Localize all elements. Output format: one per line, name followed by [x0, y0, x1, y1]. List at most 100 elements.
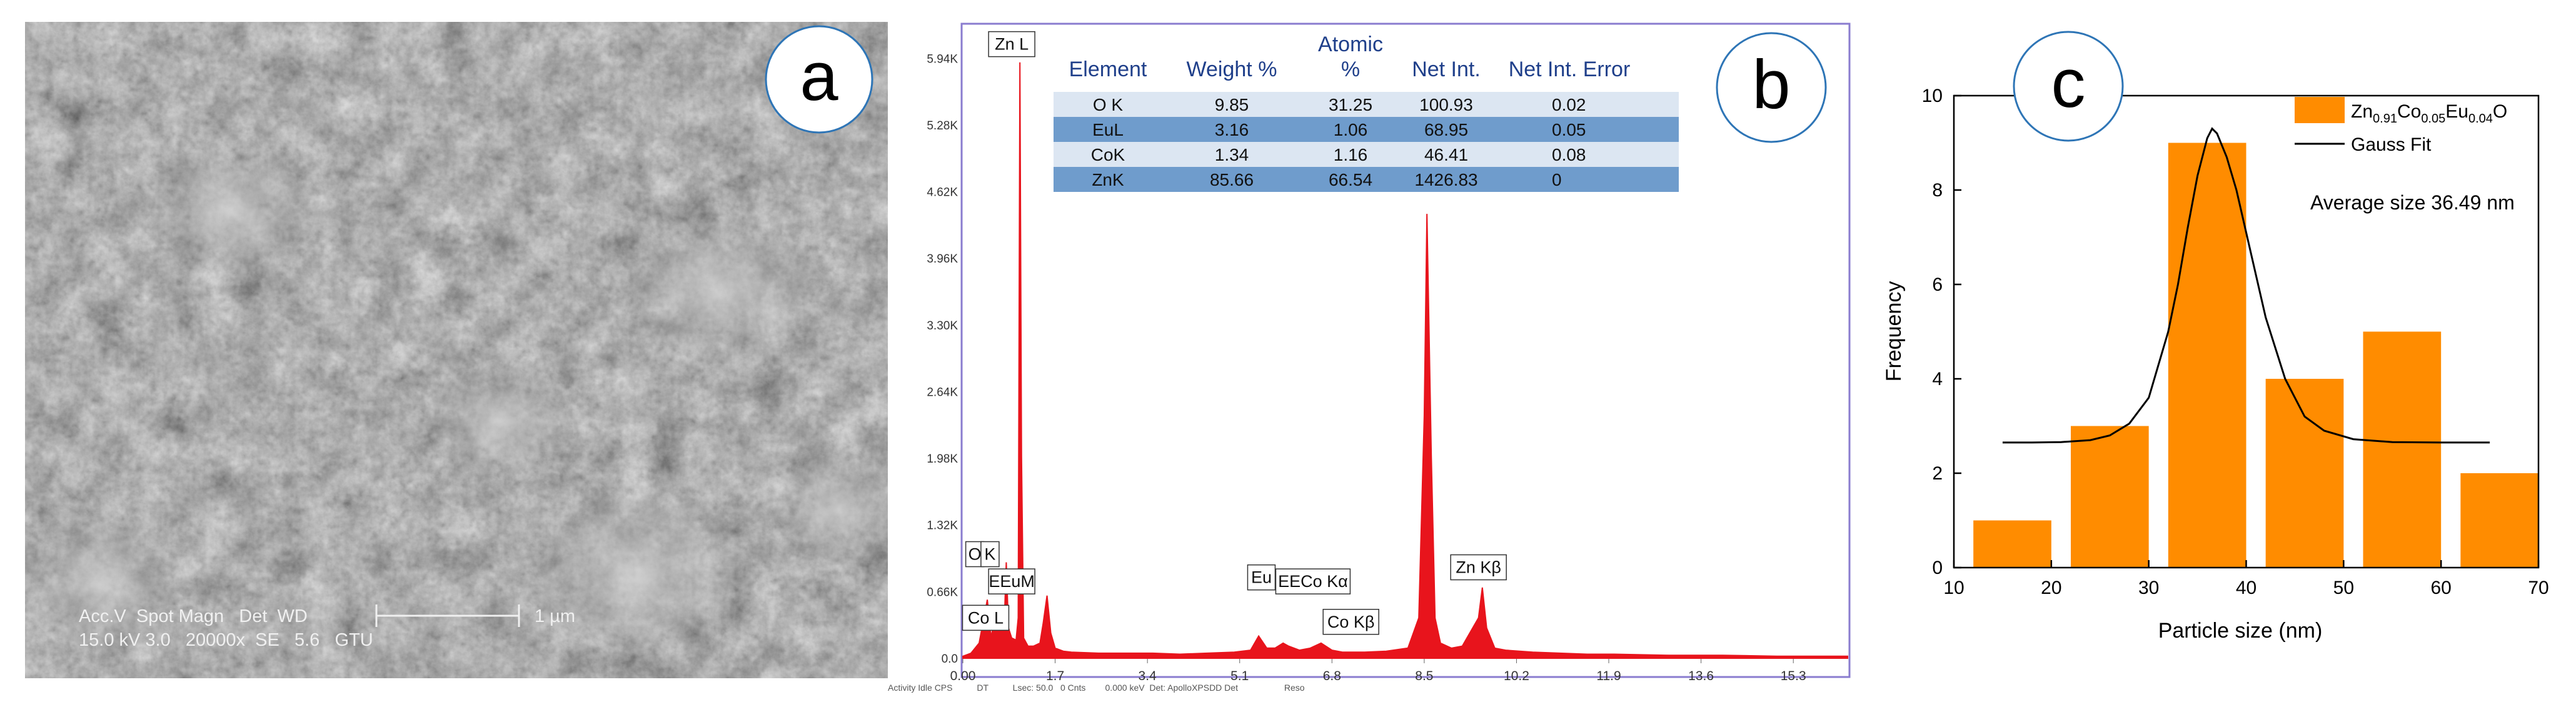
eds-x-tick-label: 1.7	[1046, 669, 1064, 683]
y-tick-label: 8	[1932, 180, 1943, 201]
panel-letter-a: a	[800, 38, 838, 115]
x-tick-label: 70	[2528, 578, 2548, 598]
table-cell: EuL	[1092, 120, 1124, 139]
gauss-fit-curve	[2002, 127, 2490, 444]
legend: Zn0.91Co0.05Eu0.04O Gauss Fit	[2295, 97, 2507, 155]
scale-bar	[375, 604, 520, 627]
eds-peak-label-box	[988, 31, 1035, 58]
x-tick-label: 60	[2430, 578, 2451, 598]
eds-peak-label: K	[984, 545, 995, 564]
eds-y-tick-label: 5.94K	[927, 53, 958, 66]
eds-y-tick-label: 0.0	[942, 653, 958, 666]
sem-info-header: Acc.V Spot Magn Det WD	[79, 606, 308, 626]
sem-image-panel: a Acc.V Spot Magn Det WD 15.0 kV 3.0 200…	[25, 22, 888, 678]
eds-x-tick-label: 0.00	[950, 669, 976, 683]
table-header-atomic-top: Atomic	[1318, 33, 1383, 56]
eds-y-tick-label: 0.66K	[927, 586, 958, 599]
table-header-net-int-error: Net Int. Error	[1509, 58, 1631, 81]
histogram-bar	[2071, 426, 2149, 568]
histogram-bar	[1973, 520, 2051, 568]
table-cell: ZnK	[1092, 170, 1124, 189]
x-tick-label: 20	[2041, 578, 2061, 598]
eds-x-tick-label: 15.3	[1781, 669, 1806, 683]
table-cell: 1.16	[1334, 145, 1368, 164]
eds-y-tick-label: 2.64K	[927, 386, 958, 399]
x-tick-label: 50	[2333, 578, 2354, 598]
legend-label-histogram: Zn0.91Co0.05Eu0.04O	[2351, 101, 2507, 126]
x-tick-label: 10	[1943, 578, 1964, 598]
average-size-annotation: Average size 36.49 nm	[2310, 191, 2515, 214]
x-tick-label: 40	[2236, 578, 2257, 598]
table-cell: 68.95	[1424, 120, 1468, 139]
table-header-element: Element	[1069, 58, 1147, 81]
table-cell: CoK	[1091, 145, 1125, 164]
table-cell: 66.54	[1329, 170, 1372, 189]
table-header-net-int: Net Int.	[1412, 58, 1481, 81]
eds-peak-label-box	[988, 568, 1035, 594]
eds-y-tick-label: 3.30K	[927, 319, 958, 333]
table-cell: 0.05	[1552, 120, 1586, 139]
scale-bar-label: 1 µm	[535, 606, 575, 626]
eds-y-tick-label: 3.96K	[927, 253, 958, 266]
eds-y-tick-label: 5.28K	[927, 119, 958, 133]
table-cell: 1426.83	[1414, 170, 1477, 189]
eds-peak-label-box	[1275, 568, 1351, 594]
table-header-weight: Weight %	[1187, 58, 1277, 81]
y-tick-label: 2	[1932, 463, 1943, 484]
legend-swatch-histogram	[2295, 97, 2345, 123]
eds-peak-label: Co L	[968, 608, 1004, 627]
eds-peak-label-box	[962, 604, 1010, 631]
table-cell: 100.93	[1419, 95, 1473, 114]
table-cell: 31.25	[1329, 95, 1372, 114]
histogram-bar	[2168, 143, 2246, 568]
eds-x-tick-label: 13.6	[1688, 669, 1714, 683]
table-cell: 9.85	[1215, 95, 1249, 114]
eds-peak-label-box	[1322, 609, 1379, 635]
eds-y-tick-label: 4.62K	[927, 186, 958, 199]
eds-x-tick-label: 5.1	[1230, 669, 1249, 683]
table-cell: O K	[1093, 95, 1124, 114]
eds-peak-label: EECo Kα	[1278, 572, 1348, 591]
composition-table: Element Weight % Atomic % Net Int. Net I…	[1054, 33, 1679, 192]
y-tick-label: 10	[1922, 86, 1943, 106]
particle-size-histogram-panel: 10 20 30 40 50 60 70 0 2 4 6 8 10 Particle size (nm)…	[1857, 13, 2576, 700]
legend-label-gauss: Gauss Fit	[2351, 134, 2432, 155]
eds-peak-label: EEuM	[989, 572, 1035, 591]
eds-peak-label-box	[1450, 554, 1507, 581]
panel-letter-circle	[2013, 31, 2124, 142]
table-cell: 0.02	[1552, 95, 1586, 114]
eds-x-tick-label: 6.8	[1323, 669, 1341, 683]
histogram-bar	[2460, 473, 2538, 568]
eds-peak-label: Zn L	[995, 35, 1029, 54]
eds-x-tick-label: 8.5	[1415, 669, 1433, 683]
panel-letter-circle	[1716, 32, 1827, 143]
eds-peak-label: Eu	[1251, 568, 1272, 587]
table-cell: 0.08	[1552, 145, 1586, 164]
panel-letter-c: c	[2051, 45, 2086, 122]
table-header-atomic-bottom: %	[1341, 58, 1360, 81]
eds-spectrum-panel: 0.00 1.7 3.4 5.1 6.8 8.5 10.2 11.9 13.6 15.3 0.0 0.…	[888, 19, 1857, 706]
table-cell: 46.41	[1424, 145, 1468, 164]
eds-status-footer: Activity Idle CPS DT Lsec: 50.0 0 Cnts 0…	[888, 683, 1305, 693]
table-cell: 0	[1552, 170, 1562, 189]
panel-letter-circle	[765, 25, 873, 134]
y-tick-label: 0	[1932, 558, 1943, 578]
table-cell: 85.66	[1210, 170, 1254, 189]
y-tick-label: 6	[1932, 274, 1943, 295]
histogram-bar	[2363, 331, 2442, 568]
eds-peak-label: O	[969, 545, 982, 564]
eds-y-tick-label: 1.32K	[927, 519, 958, 533]
eds-y-tick-label: 1.98K	[927, 453, 958, 466]
table-cell: 1.34	[1215, 145, 1249, 164]
panel-letter-b: b	[1752, 46, 1790, 123]
eds-spectrum-trace	[962, 62, 1848, 659]
sem-info-values: 15.0 kV 3.0 20000x SE 5.6 GTU	[79, 630, 373, 650]
eds-peak-label-box	[1247, 564, 1276, 591]
x-tick-label: 30	[2138, 578, 2159, 598]
histogram-bar	[2265, 379, 2344, 568]
table-cell: 3.16	[1215, 120, 1249, 139]
eds-x-tick-label: 10.2	[1504, 669, 1529, 683]
eds-x-tick-label: 3.4	[1139, 669, 1157, 683]
table-cell: 1.06	[1334, 120, 1368, 139]
x-axis-label: Particle size (nm)	[2158, 619, 2323, 643]
